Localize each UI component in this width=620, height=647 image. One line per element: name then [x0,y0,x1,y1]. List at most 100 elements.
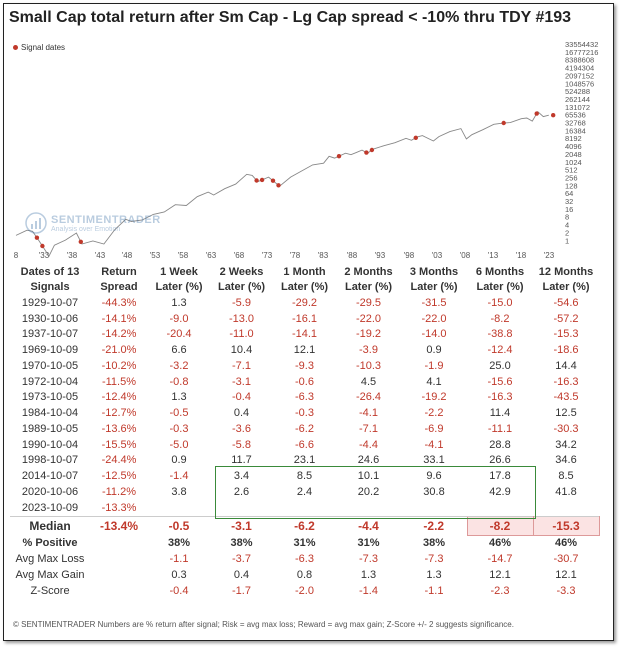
table-row: 1970-10-05 -10.2% -3.2 -7.1 -9.3 -10.3 -1.9 25.… [10,358,599,374]
y-tick-label: 128 [565,181,578,190]
stat-label-cell: Median [10,515,90,535]
y-tick-label: 16777216 [565,48,598,57]
table-header-cell: 2 Months Later (%) [344,266,393,293]
x-tick-label: '23 [544,251,555,260]
y-tick-label: 524288 [565,87,590,96]
table-row: 2020-10-06 -11.2% 3.8 2.6 2.4 20.2 30.8 42.9 41.… [10,484,599,500]
x-tick-label: '03 [432,251,443,260]
table-cell: -13.6% [101,422,137,435]
stat-value-cell: 38% [167,537,191,550]
table-cell: -15.3 [553,328,579,341]
table-cell: -11.1 [487,422,513,435]
table-cell: -10.2% [101,359,137,372]
table-row: 1972-10-04 -11.5% -0.8 -3.1 -0.6 4.5 4.1 -15.6 -… [10,374,599,390]
table-cell: -6.6 [295,438,314,451]
table-cell: -22.0 [355,312,382,325]
table-cell: 11.7 [231,454,252,467]
y-tick-label: 8 [565,213,569,222]
table-header-cell: 12 Months Later (%) [538,266,594,293]
signal-marker [413,135,418,140]
stat-value-cell: -4.4 [336,515,401,535]
x-tick-label: '53 [150,251,161,260]
stat-value-cell: -14.7 [487,553,513,566]
table-cell: -4.4 [359,438,378,451]
table-cell: 12.5 [555,407,577,420]
stat-value-cell [90,583,148,599]
x-tick-label: '78 [290,251,301,260]
table-cell: -8.2 [490,312,510,325]
y-tick-label: 32768 [565,119,586,128]
table-cell: -29.2 [291,296,318,309]
stat-value-cell [90,567,148,583]
table-cell [336,500,401,516]
table-cell: 0.4 [233,407,250,420]
x-tick-label: 8 [14,251,19,260]
table-cell: 2.6 [233,485,250,498]
table-cell: -19.2 [355,328,382,341]
table-header-cell: 1 Month Later (%) [280,266,329,293]
table-cell: -16.3 [487,391,513,404]
table-cell: -13.0 [228,312,255,325]
table-cell [210,500,273,516]
table-cell: 34.2 [555,438,577,451]
stat-value-cell: -7.3 [359,553,378,566]
table-cell: -44.3% [101,296,137,309]
logo-name: SENTIMENTRADER [51,213,161,226]
table-cell: 1.3 [171,296,187,309]
signal-date-cell: 2020-10-06 [21,485,79,498]
signal-date-cell: 1929-10-07 [21,296,79,309]
table-cell: -30.3 [553,422,579,435]
signal-date-cell: 1970-10-05 [21,359,79,372]
legend: Signal dates [13,43,65,52]
table-row: 1984-10-04 -12.7% -0.5 0.4 -0.3 -4.1 -2.2 11.4 1… [10,405,599,421]
x-tick-label: '33 [39,251,50,260]
table-cell: -5.0 [169,438,189,451]
table-cell: 20.2 [357,485,380,498]
table-cell: 8.5 [558,470,574,483]
y-tick-label: 4096 [565,142,582,151]
legend-label: Signal dates [21,43,66,52]
avg-max-gain-row: Avg Max Gain 0.3 0.4 0.8 1.3 1.3 12.1 12.1 [10,567,599,583]
signal-marker [336,154,342,159]
y-tick-label: 4194304 [565,64,594,73]
table-cell: -14.0 [421,328,447,341]
x-tick-label: '58 [178,251,189,260]
table-cell [533,500,599,516]
y-tick-label: 1024 [565,158,582,167]
table-cell: 24.6 [357,454,380,467]
table-cell: -4.1 [424,438,444,451]
table-cell: -14.2% [101,328,137,341]
price-chart: 3355443216777216838860841943042097152104… [14,40,599,260]
stat-label-cell: Avg Max Gain [15,569,85,582]
table-cell: 2.4 [296,485,313,498]
x-tick-label: '73 [262,251,273,260]
table-cell: -7.1 [232,359,251,372]
table-cell: -16.1 [291,312,318,325]
table-cell: -4.1 [359,407,378,420]
sentimentrader-logo: SENTIMENTRADER Analysis over Emotion [25,212,161,234]
chart-title: Small Cap total return after Sm Cap - Lg… [9,9,572,26]
y-tick-label: 1048576 [565,79,594,88]
table-cell: 17.8 [489,470,511,483]
table-cell: -2.2 [424,407,444,420]
table-cell: -31.5 [421,296,447,309]
table-cell: -11.0 [229,328,254,341]
table-cell: 14.4 [555,359,577,372]
signal-date-cell: 1972-10-04 [21,375,79,388]
table-cell: -12.7% [101,407,137,420]
stat-value-cell: 31% [293,537,316,550]
table-row: 1998-10-07 -24.4% 0.9 11.7 23.1 24.6 33.1 26.6 3… [10,453,599,469]
stat-value-cell: -8.2 [466,515,534,536]
table-row: 1973-10-05 -12.4% 1.3 -0.4 -6.3 -26.4 -19.2 -16… [10,390,599,406]
table-cell: -15.5% [101,438,137,451]
table-cell: -19.2 [421,391,447,404]
table-cell: -0.8 [169,375,189,388]
table-cell: -21.0% [101,344,137,357]
y-tick-label: 16384 [565,126,586,135]
stat-value-cell: -7.3 [424,553,444,566]
table-cell [401,500,467,516]
table-cell: 10.1 [357,470,380,483]
signal-date-cell: 1989-10-05 [21,422,79,435]
y-tick-label: 65536 [565,111,586,120]
signal-marker [501,120,506,126]
